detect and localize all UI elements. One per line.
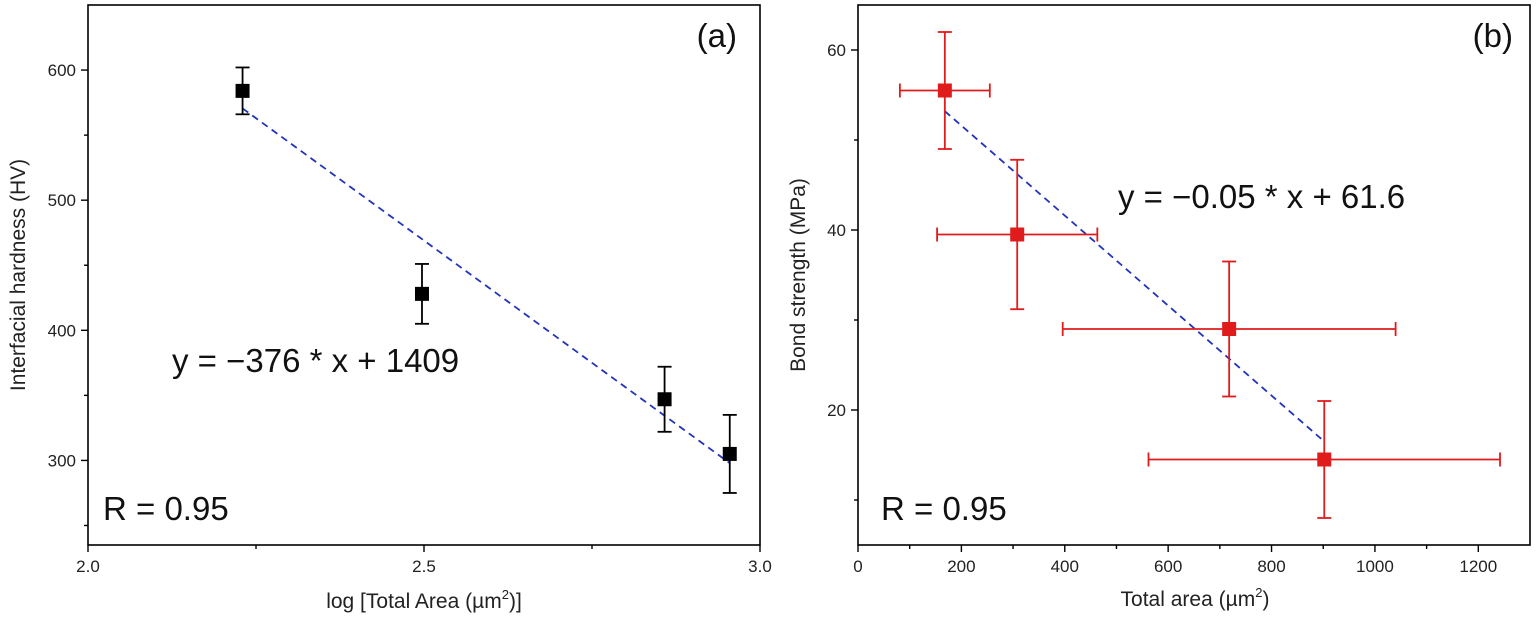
x-tick-label: 2.5 xyxy=(412,557,436,576)
x-tick-label: 0 xyxy=(853,557,862,576)
y-tick-label: 20 xyxy=(827,401,846,420)
x-tick-label: 1000 xyxy=(1356,557,1394,576)
x-ticks-b: 0 200 400 600 800 1000 1200 xyxy=(853,545,1497,576)
y-tick-label: 40 xyxy=(827,221,846,240)
square-marker xyxy=(937,83,952,98)
data-point xyxy=(414,263,429,325)
data-point xyxy=(898,31,991,150)
x-axis-title-a-sup: 2 xyxy=(502,587,509,602)
square-marker xyxy=(1010,227,1025,242)
panel-label-a: (a) xyxy=(697,17,737,54)
square-marker xyxy=(414,286,429,301)
equation-b: y = −0.05 * x + 61.6 xyxy=(1118,178,1405,215)
data-point xyxy=(235,66,250,116)
x-axis-title-a-tail: )] xyxy=(509,590,522,613)
x-axis-title-b-main: Total area (µm xyxy=(1121,588,1256,611)
data-point xyxy=(936,158,1099,311)
x-tick-label: 200 xyxy=(947,557,975,576)
y-tick-label: 300 xyxy=(48,451,76,470)
x-axis-title-b-sup: 2 xyxy=(1255,585,1262,600)
data-point xyxy=(1061,260,1397,398)
y-ticks-a: 300 400 500 600 xyxy=(48,61,88,527)
y-axis-title-a: Interfacial hardness (HV) xyxy=(7,159,30,391)
data-points-b xyxy=(898,31,1501,519)
data-points-a xyxy=(235,66,737,494)
x-axis-title-a-main: log [Total Area (µm xyxy=(326,590,502,613)
x-ticks-a: 2.0 2.5 3.0 xyxy=(76,545,772,576)
y-tick-label: 600 xyxy=(48,61,76,80)
square-marker xyxy=(1222,322,1237,336)
y-tick-label: 400 xyxy=(48,321,76,340)
equation-a: y = −376 * x + 1409 xyxy=(172,342,459,379)
square-marker xyxy=(235,83,250,98)
x-axis-title-a: log [Total Area (µm2)] xyxy=(326,587,522,613)
y-tick-label: 500 xyxy=(48,191,76,210)
x-tick-label: 3.0 xyxy=(748,557,772,576)
x-tick-label: 1200 xyxy=(1459,557,1497,576)
data-point xyxy=(1147,400,1501,519)
x-tick-label: 800 xyxy=(1257,557,1285,576)
square-marker xyxy=(657,392,672,407)
plot-frame-a xyxy=(87,4,761,546)
fit-line xyxy=(944,110,1325,443)
panel-a: 2.0 2.5 3.0 300 400 500 600 (a) y = −376 * x … xyxy=(7,4,772,613)
x-tick-label: 400 xyxy=(1051,557,1079,576)
panel-label-b: (b) xyxy=(1473,17,1513,54)
panel-b: 0 200 400 600 800 1000 1200 20 40 60 (b) y = −0.… xyxy=(787,4,1531,611)
fit-line-b xyxy=(944,110,1325,443)
plot-frame-b xyxy=(857,4,1531,546)
fit-line-a xyxy=(242,107,731,464)
x-axis-title-b: Total area (µm2) xyxy=(1121,585,1270,611)
data-point xyxy=(722,413,737,494)
square-marker xyxy=(722,446,737,461)
data-point xyxy=(657,365,672,433)
y-ticks-b: 20 40 60 xyxy=(827,41,858,501)
y-tick-label: 60 xyxy=(827,41,846,60)
y-axis-title-b: Bond strength (MPa) xyxy=(787,178,810,372)
x-tick-label: 600 xyxy=(1154,557,1182,576)
x-axis-title-b-tail: ) xyxy=(1262,588,1269,611)
x-tick-label: 2.0 xyxy=(76,557,100,576)
r-value-a: R = 0.95 xyxy=(103,490,229,527)
r-value-b: R = 0.95 xyxy=(881,490,1007,527)
square-marker xyxy=(1317,452,1332,467)
fit-line xyxy=(242,107,731,464)
